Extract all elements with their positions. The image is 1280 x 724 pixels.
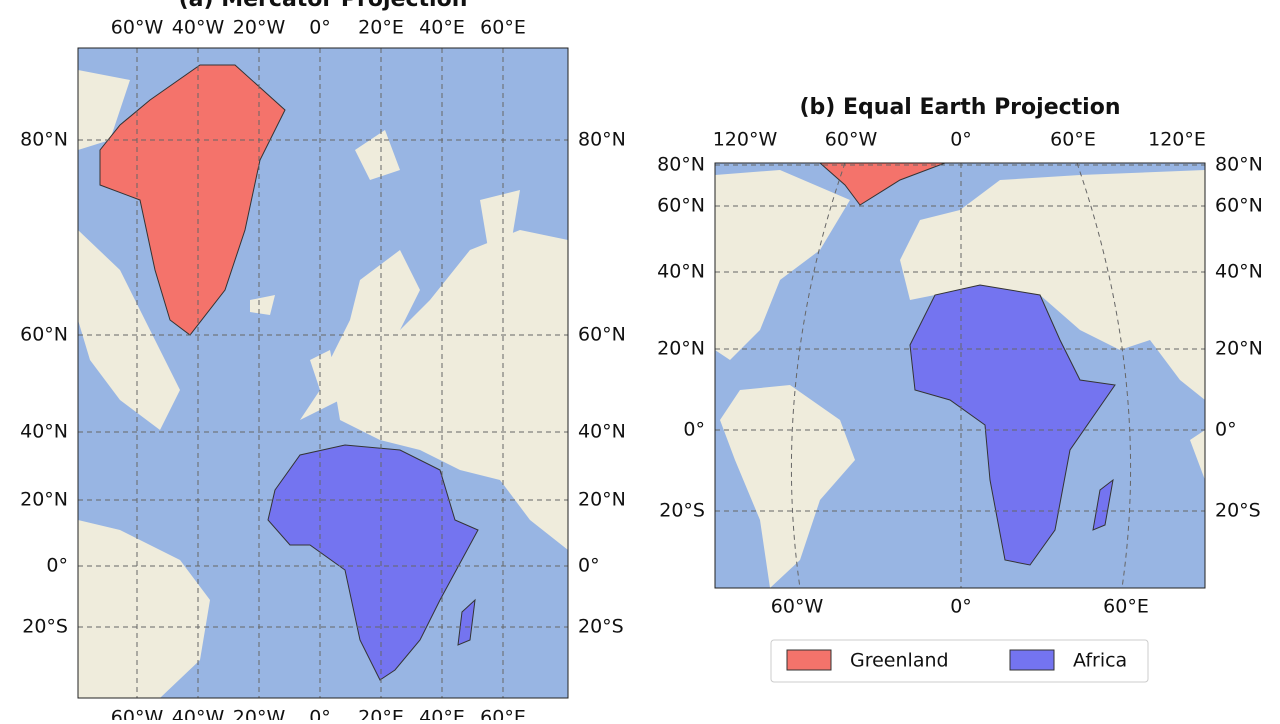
lat-label: 40°N (657, 261, 705, 283)
lon-label: 0° (309, 707, 331, 721)
lon-label: 40°E (419, 17, 465, 39)
lat-label: 0° (1215, 419, 1237, 441)
lat-label: 0° (578, 555, 600, 577)
lat-label: 0° (46, 555, 68, 577)
lat-label: 20°S (1215, 500, 1261, 522)
lat-label: 20°S (659, 500, 705, 522)
lon-label: 0° (950, 129, 972, 151)
lat-label: 60°N (578, 324, 626, 346)
lat-label: 60°N (657, 195, 705, 217)
legend-label: Africa (1073, 650, 1127, 672)
lat-label: 20°N (20, 489, 68, 511)
lon-label: 0° (309, 17, 331, 39)
lon-label: 20°E (358, 707, 404, 721)
lon-label: 120°E (1148, 129, 1206, 151)
legend-swatch (786, 649, 832, 671)
lon-label: 60°W (111, 707, 164, 721)
map-frame (77, 47, 569, 699)
graticule (790, 163, 846, 588)
legend-label: Greenland (850, 650, 949, 672)
lon-label: 60°E (1050, 129, 1096, 151)
lon-label: 20°W (233, 707, 286, 721)
lon-label: 20°E (358, 17, 404, 39)
lon-label: 0° (950, 596, 972, 618)
lon-label: 40°W (172, 707, 225, 721)
lat-label: 20°N (1215, 338, 1263, 360)
lat-label: 20°S (22, 616, 68, 638)
lat-label: 60°N (1215, 195, 1263, 217)
lon-label: 120°W (713, 129, 778, 151)
lon-label: 60°W (771, 596, 824, 618)
lat-label: 60°N (20, 324, 68, 346)
lon-label: 60°E (480, 707, 526, 721)
lat-label: 40°N (20, 421, 68, 443)
lat-label: 20°N (578, 489, 626, 511)
lon-label: 60°E (1103, 596, 1149, 618)
lon-label: 40°E (419, 707, 465, 721)
lat-label: 80°N (657, 154, 705, 176)
lat-label: 40°N (578, 421, 626, 443)
lon-label: 20°W (233, 17, 286, 39)
lat-label: 0° (683, 419, 705, 441)
lat-label: 20°N (657, 338, 705, 360)
map-b (715, 163, 1205, 588)
panel-title: (b) Equal Earth Projection (800, 95, 1121, 120)
graticule (1076, 163, 1132, 588)
lon-label: 60°W (111, 17, 164, 39)
panel-title: (a) Mercator Projection (179, 0, 468, 12)
legend-swatch (1009, 649, 1055, 671)
lat-label: 20°S (578, 616, 624, 638)
map-frame (714, 162, 1206, 589)
lon-label: 60°W (825, 129, 878, 151)
map-a (78, 48, 568, 698)
lat-label: 80°N (1215, 154, 1263, 176)
lon-label: 40°W (172, 17, 225, 39)
lon-label: 60°E (480, 17, 526, 39)
lat-label: 80°N (20, 129, 68, 151)
lat-label: 40°N (1215, 261, 1263, 283)
lat-label: 80°N (578, 129, 626, 151)
